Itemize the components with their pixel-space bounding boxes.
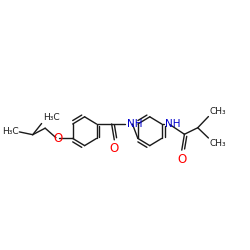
- Text: NH: NH: [165, 119, 180, 129]
- Text: CH₃: CH₃: [209, 139, 226, 148]
- Text: O: O: [53, 132, 62, 145]
- Text: O: O: [177, 152, 186, 166]
- Text: H₃C: H₃C: [43, 113, 59, 122]
- Text: CH₃: CH₃: [209, 107, 226, 116]
- Text: O: O: [110, 142, 119, 155]
- Text: H₃C: H₃C: [2, 128, 18, 136]
- Text: NH: NH: [127, 119, 142, 129]
